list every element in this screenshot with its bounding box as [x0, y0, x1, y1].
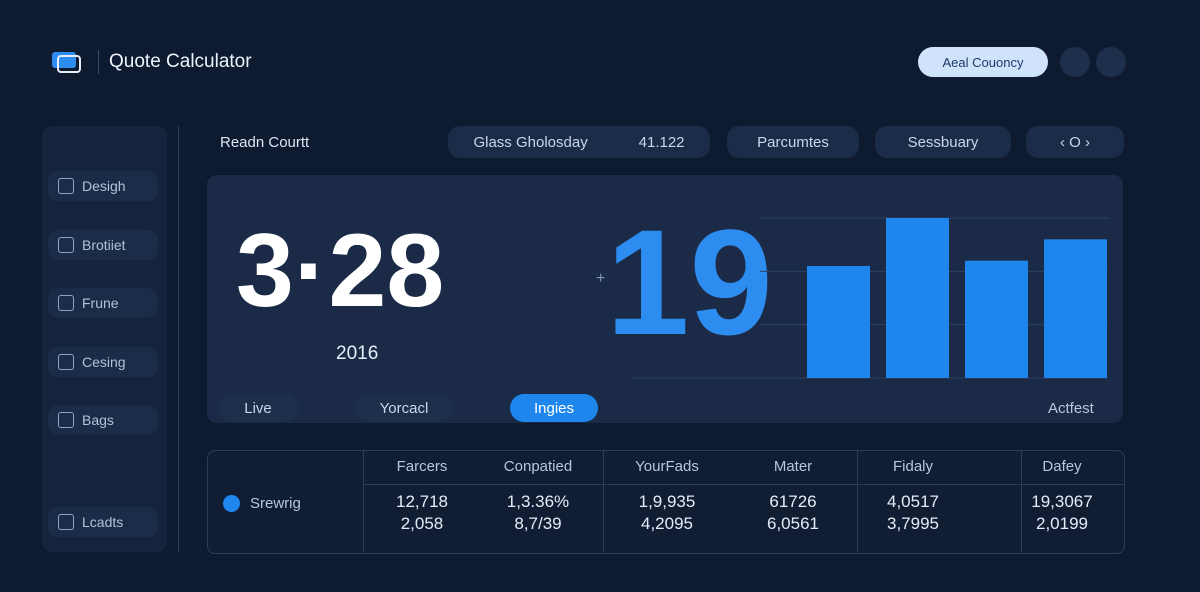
cell: 19,3067 [1031, 492, 1093, 511]
cell: 4,0517 [887, 492, 939, 511]
search-text: Glass Gholosday [473, 133, 588, 151]
chip[interactable]: Yorcacl [356, 394, 452, 422]
sidebar-item[interactable]: Cesing [48, 346, 158, 377]
bar [807, 266, 870, 378]
cell: 61726 [769, 492, 817, 511]
app-title: Quote Calculator [109, 51, 252, 72]
tab[interactable]: Sessbuary [875, 126, 1011, 158]
big-number: 3·28 [236, 213, 445, 329]
divider [363, 484, 1123, 485]
cell: 4,2095 [641, 514, 693, 533]
divider [603, 450, 604, 552]
logo [52, 52, 81, 73]
bar [1044, 239, 1107, 378]
icon [58, 295, 74, 311]
sub-number: 2016 [336, 343, 379, 364]
sidebar-label: Brotiiet [82, 236, 126, 253]
cell: 3,7995 [887, 514, 939, 533]
primary-button[interactable]: Aeal Couoncy [918, 47, 1048, 77]
cell: 8,7/39 [514, 514, 562, 533]
status-dot [223, 495, 240, 512]
divider [363, 450, 364, 552]
icon [58, 236, 74, 253]
column-header: Dafey [1042, 458, 1082, 475]
plus: + [596, 270, 606, 287]
sidebar-label: Cesing [82, 353, 126, 370]
search-value: 41.122 [638, 133, 685, 151]
cell: 1,3.36% [506, 492, 570, 511]
sidebar-item[interactable]: Frune [48, 288, 158, 318]
search-box[interactable]: Glass Gholosday 41.122 [448, 126, 710, 158]
chip-active[interactable]: Ingies [510, 394, 598, 422]
icon [58, 178, 74, 194]
icon [58, 412, 74, 428]
chip[interactable]: Live [218, 394, 298, 422]
column-header: Mater [773, 458, 813, 475]
sidebar-label: Desigh [82, 178, 126, 194]
divider [1021, 450, 1022, 552]
bar-chart [632, 217, 1108, 379]
sidebar-item[interactable]: Bags [48, 405, 158, 435]
sidebar-footer-label: Lcadts [82, 514, 124, 530]
sidebar-label: Bags [82, 412, 114, 428]
column-header: Farcers [396, 458, 448, 475]
column-header: Conpatied [503, 458, 573, 475]
cell: 2,058 [400, 514, 444, 533]
icon [58, 353, 74, 370]
cell: 12,718 [396, 492, 448, 511]
table [207, 450, 1125, 554]
pager[interactable]: ‹ O › [1026, 126, 1124, 158]
sidebar-footer[interactable]: Lcadts [48, 507, 158, 537]
cell: 6,0561 [767, 514, 819, 533]
hero-right-label: Actfest [1048, 400, 1094, 417]
big-accent-number: 19 [606, 198, 773, 366]
row-label: Srewrig [250, 495, 301, 512]
toolbar-label: Readn Courtt [220, 134, 310, 151]
bar [886, 218, 949, 378]
bar [965, 260, 1028, 378]
tab[interactable]: Parcumtes [727, 126, 859, 158]
column-header: YourFads [635, 458, 699, 475]
divider [98, 50, 99, 74]
divider [857, 450, 858, 552]
cell: 2,0199 [1036, 514, 1088, 533]
settings-button[interactable] [1060, 47, 1090, 77]
column-header: Fidaly [892, 458, 933, 475]
divider [178, 126, 179, 552]
cell: 1,9,935 [638, 492, 696, 511]
sidebar-label: Frune [82, 295, 119, 311]
sidebar-item[interactable]: Desigh [48, 171, 158, 201]
sidebar-item[interactable]: Brotiiet [48, 229, 158, 260]
search-button[interactable] [1096, 47, 1126, 77]
